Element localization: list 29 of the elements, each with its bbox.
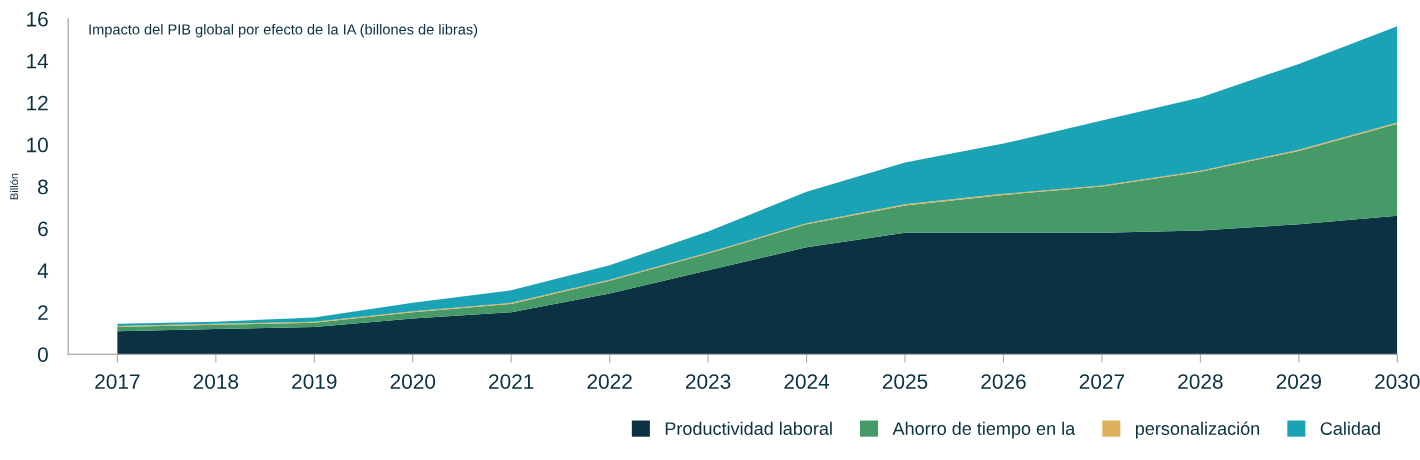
x-tick-label: 2023 xyxy=(685,374,731,389)
y-tick-label: 16 xyxy=(27,11,48,27)
y-tick-label: 4 xyxy=(37,263,49,278)
chart-title: Impacto del PIB global por efecto de la IA (billones de libras) xyxy=(89,23,478,38)
y-tick-label: 6 xyxy=(38,221,48,237)
y-tick-label: 8 xyxy=(38,179,48,195)
y-axis-title: Billón xyxy=(9,173,19,200)
x-tick-label: 2021 xyxy=(489,374,534,389)
x-tick-label: 2018 xyxy=(193,374,239,389)
x-tick-label: 2028 xyxy=(1178,374,1223,389)
x-tick-label: 2029 xyxy=(1276,374,1322,389)
legend-label: Productividad laboral xyxy=(665,421,832,435)
y-tick-label: 14 xyxy=(27,53,49,69)
x-tick-label: 2020 xyxy=(390,374,436,389)
y-tick-label: 12 xyxy=(27,95,48,111)
y-tick-label: 0 xyxy=(37,347,48,362)
legend-label: personalización xyxy=(1135,421,1260,439)
legend-label: Ahorro de tiempo en la xyxy=(892,421,1076,439)
x-tick-label: 2030 xyxy=(1375,374,1420,389)
x-tick-label: 2017 xyxy=(95,374,140,389)
x-tick-label: 2024 xyxy=(784,374,830,389)
y-tick-label: 2 xyxy=(38,305,48,320)
legend-label: Calidad xyxy=(1320,421,1380,435)
x-tick-label: 2026 xyxy=(981,374,1026,389)
x-tick-label: 2025 xyxy=(882,374,928,389)
x-tick-label: 2027 xyxy=(1079,374,1125,389)
x-tick-label: 2022 xyxy=(587,374,632,389)
x-tick-label: 2019 xyxy=(292,374,337,389)
y-tick-label: 10 xyxy=(27,137,48,153)
